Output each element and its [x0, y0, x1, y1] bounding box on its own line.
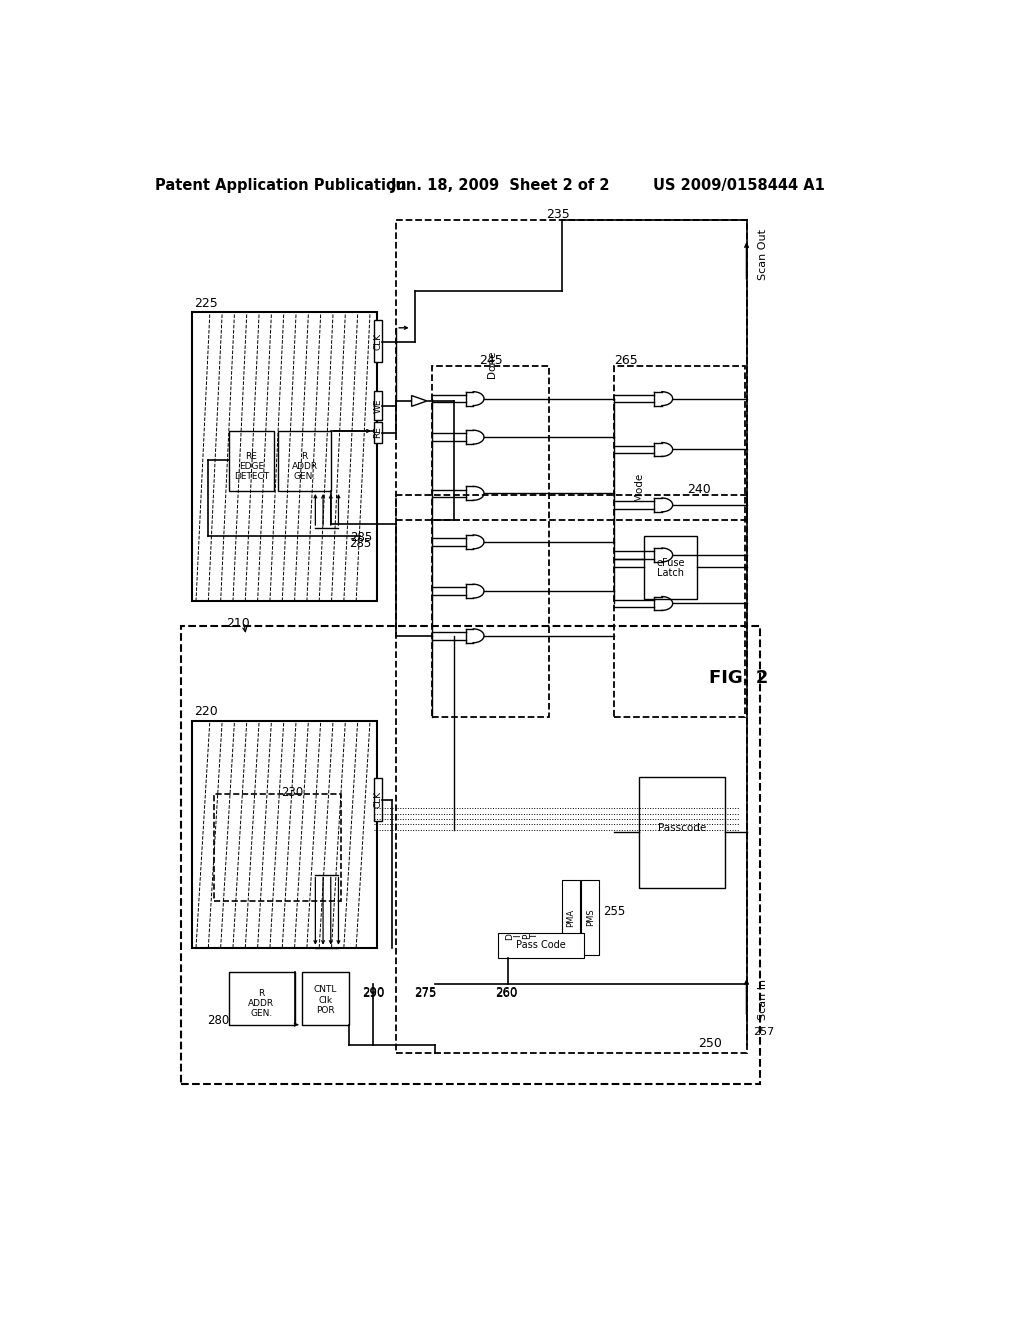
Text: 245: 245 [479, 354, 503, 367]
Bar [193, 721, 377, 948]
Text: Mode: Mode [634, 473, 644, 502]
Bar [229, 973, 295, 1024]
Text: 257: 257 [753, 1027, 774, 1038]
Text: 250: 250 [697, 1038, 722, 1051]
Text: R: R [258, 990, 264, 998]
Bar [432, 367, 550, 717]
Text: Jun. 18, 2009  Sheet 2 of 2: Jun. 18, 2009 Sheet 2 of 2 [390, 178, 610, 193]
Bar [614, 367, 745, 717]
Text: R: R [301, 451, 307, 461]
Bar [374, 422, 382, 444]
Text: P: P [522, 933, 530, 939]
Text: Passcode: Passcode [657, 824, 706, 833]
Text: 235: 235 [546, 209, 569, 222]
Text: I: I [513, 935, 522, 937]
Text: WE: WE [373, 399, 382, 413]
Text: POR: POR [316, 1006, 335, 1015]
Bar [644, 536, 696, 599]
Text: 225: 225 [195, 297, 218, 310]
Text: 290: 290 [361, 986, 384, 999]
Text: RE: RE [373, 426, 382, 438]
Text: 260: 260 [496, 987, 517, 1001]
Text: 240: 240 [687, 483, 711, 496]
Bar [279, 432, 331, 491]
Text: GEN.: GEN. [294, 473, 315, 480]
Text: 260: 260 [496, 986, 517, 999]
Text: 275: 275 [415, 986, 436, 999]
Bar [374, 321, 382, 363]
Text: Patent Application Publication: Patent Application Publication [155, 178, 407, 193]
Text: 265: 265 [613, 354, 638, 367]
Bar [396, 495, 746, 1053]
Bar [498, 933, 584, 958]
Bar [180, 626, 760, 1084]
Text: RE: RE [246, 451, 257, 461]
Bar [193, 313, 377, 601]
Text: 275: 275 [415, 987, 436, 1001]
Text: 220: 220 [195, 705, 218, 718]
Text: PMS: PMS [586, 908, 595, 927]
Text: 290: 290 [361, 987, 384, 1001]
Text: eFuse: eFuse [656, 557, 685, 568]
Text: Scan In: Scan In [759, 978, 768, 1020]
Bar [229, 432, 273, 491]
Text: Scan Out: Scan Out [759, 230, 768, 280]
Bar [581, 880, 599, 956]
Text: ADDR: ADDR [292, 462, 317, 471]
Text: Done: Done [487, 350, 498, 378]
Text: CNTL: CNTL [313, 986, 337, 994]
Bar [562, 880, 581, 956]
Bar [396, 220, 746, 520]
Text: Clk: Clk [318, 995, 333, 1005]
Text: 255: 255 [603, 906, 626, 917]
Text: 230: 230 [282, 785, 303, 799]
Bar [374, 391, 382, 420]
Text: 210: 210 [226, 616, 250, 630]
Text: GEN.: GEN. [250, 1010, 272, 1018]
Bar [301, 973, 349, 1024]
Text: CLK: CLK [373, 791, 382, 808]
Text: DETECT: DETECT [233, 473, 269, 480]
Text: CLK: CLK [373, 333, 382, 350]
Text: ADDR: ADDR [249, 999, 274, 1008]
Text: FIG. 2: FIG. 2 [710, 669, 769, 688]
Text: D: D [505, 933, 514, 940]
Text: 280: 280 [208, 1014, 229, 1027]
Text: 285: 285 [349, 537, 371, 550]
Text: 285: 285 [350, 531, 373, 544]
Text: US 2009/0158444 A1: US 2009/0158444 A1 [653, 178, 824, 193]
Bar [374, 779, 382, 821]
Bar [214, 793, 341, 902]
Bar [639, 776, 725, 888]
Text: Latch: Latch [656, 568, 684, 578]
Text: T: T [530, 933, 540, 939]
Text: EDGE: EDGE [239, 462, 264, 471]
Text: PMA: PMA [566, 908, 575, 927]
Text: Pass Code: Pass Code [516, 940, 566, 950]
